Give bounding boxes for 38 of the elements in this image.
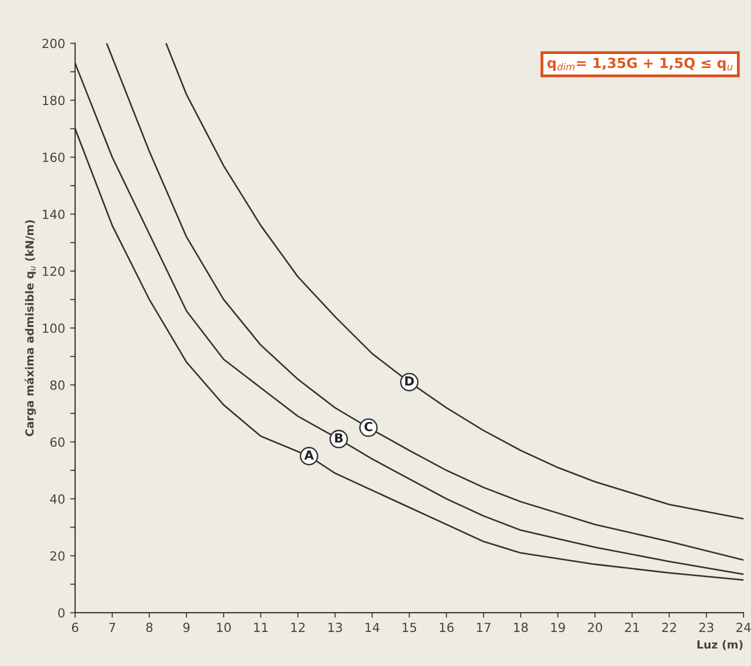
annotation: q$_{dim}$= 1,35G + 1,5Q ≤ q$_{u}$ <box>547 58 733 71</box>
x-tick-label: 11 <box>254 622 268 632</box>
x-tick-label: 13 <box>328 622 342 632</box>
y-tick-label: 0 <box>58 608 65 618</box>
y-tick-label: 140 <box>42 210 65 220</box>
series-label: C <box>364 422 372 432</box>
x-tick-label: 9 <box>183 622 190 632</box>
x-tick-label: 23 <box>699 622 714 632</box>
x-tick-label: 18 <box>514 622 528 632</box>
y-tick-label: 180 <box>42 96 65 106</box>
y-tick-label: 20 <box>50 551 65 561</box>
x-tick-label: 17 <box>476 622 490 632</box>
x-tick-label: 7 <box>109 622 116 632</box>
series-label: A <box>304 450 314 460</box>
x-tick-label: 10 <box>217 622 231 632</box>
series-label: B <box>335 433 343 442</box>
x-tick-label: 20 <box>588 622 602 632</box>
series-label: D <box>405 376 414 386</box>
y-axis-title: Carga máxima admisible q$_{u}$ (kN/m) <box>24 220 36 436</box>
y-tick-label: 120 <box>42 266 65 276</box>
x-tick-label: 16 <box>440 622 454 632</box>
x-tick-label: 15 <box>402 622 416 632</box>
y-tick-label: 200 <box>42 38 65 48</box>
x-tick-label: 8 <box>146 622 152 632</box>
y-tick-label: 80 <box>50 380 65 390</box>
x-tick-label: 12 <box>291 622 305 632</box>
y-tick-label: 60 <box>50 437 65 447</box>
x-tick-label: 24 <box>736 622 751 632</box>
line-series <box>165 43 744 520</box>
x-axis-title: Luz (m) <box>697 640 743 650</box>
x-tick-label: 22 <box>662 622 676 632</box>
x-tick-label: 14 <box>366 622 380 632</box>
x-tick-label: 6 <box>72 622 78 632</box>
x-tick-label: 19 <box>551 622 565 632</box>
x-tick-label: 21 <box>625 622 639 632</box>
y-tick-label: 160 <box>42 152 65 162</box>
y-tick-label: 40 <box>50 494 65 504</box>
y-tick-label: 100 <box>42 323 65 333</box>
